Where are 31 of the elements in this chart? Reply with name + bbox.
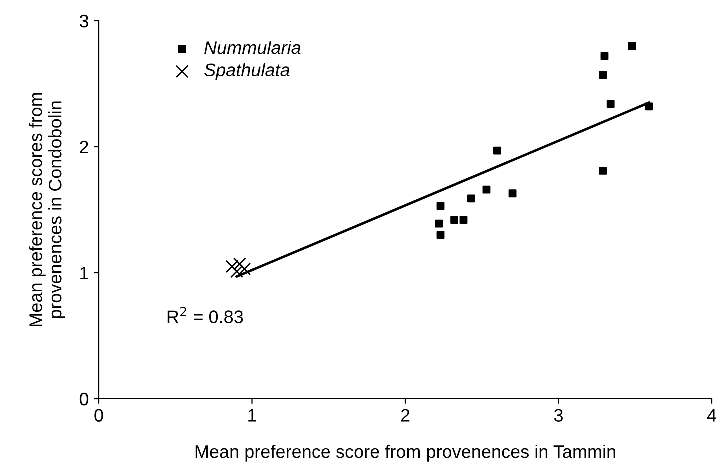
y-tick-label: 2 <box>80 140 88 154</box>
point <box>600 52 609 60</box>
point <box>508 190 517 198</box>
point <box>599 166 608 175</box>
point <box>460 216 468 224</box>
point <box>230 265 244 278</box>
y-tick-label: 3 <box>80 14 88 28</box>
y-axis-title: Mean preference scores from provenences in Condobolin <box>29 93 66 326</box>
y-tick-label: 1 <box>80 267 88 280</box>
point <box>606 100 615 108</box>
point <box>599 71 608 80</box>
point <box>645 102 654 111</box>
point <box>436 231 445 240</box>
point <box>233 258 246 271</box>
point <box>450 216 458 224</box>
x-tick-label: 3 <box>554 409 563 422</box>
point <box>436 202 445 210</box>
point <box>482 186 491 194</box>
x-axis-title: Mean preference score from provenences in Tammin <box>196 445 616 462</box>
legend-label: Spathulata <box>204 63 290 80</box>
x-tick-label: 1 <box>248 409 256 422</box>
point <box>628 42 636 50</box>
x-tick-label: 4 <box>707 409 716 422</box>
point <box>494 146 502 155</box>
annotation: R$^{2}$ = 0.83 <box>168 306 244 324</box>
point <box>435 220 444 228</box>
x-tick-label: 2 <box>401 409 410 422</box>
point <box>467 194 476 203</box>
x-tick-label: 0 <box>94 409 104 422</box>
y-tick-label: 0 <box>80 392 89 406</box>
legend-label: Nummularia <box>204 41 301 54</box>
